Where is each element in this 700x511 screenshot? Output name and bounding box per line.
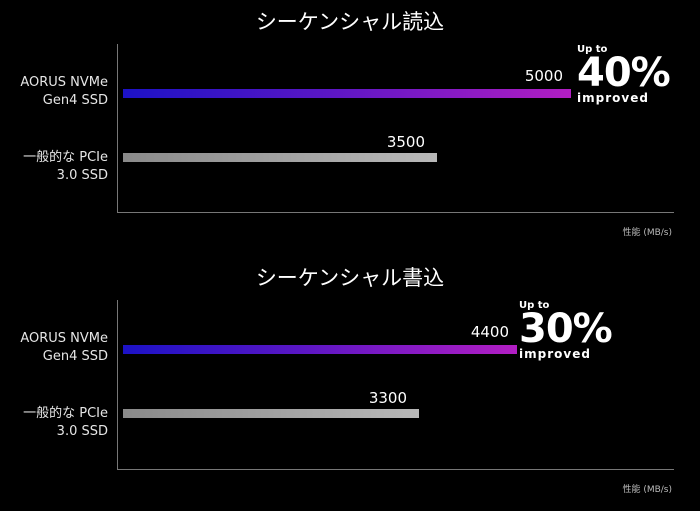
bar-pcie-write xyxy=(123,409,419,418)
value-label-aorus-read: 5000 xyxy=(524,67,563,85)
bar-pcie-read xyxy=(123,153,437,162)
x-axis-label-write: 性能 (MB/s) xyxy=(622,485,672,495)
value-label-pcie-write: 3300 xyxy=(368,389,407,407)
category-label-pcie-read: 一般的な PCIe 3.0 SSD xyxy=(23,150,108,183)
x-axis-read xyxy=(117,212,674,213)
callout-improved: improved xyxy=(577,91,649,105)
improvement-callout-write: Up to 30% improved xyxy=(519,300,613,361)
callout-up-to: Up to xyxy=(577,44,608,55)
callout-percent: 30% xyxy=(519,306,613,352)
x-axis-label-read: 性能 (MB/s) xyxy=(622,228,672,238)
chart-title-write: シーケンシャル書込 xyxy=(255,266,445,290)
x-axis-write xyxy=(117,469,674,470)
bar-aorus-read xyxy=(123,89,571,98)
chart-title-read: シーケンシャル読込 xyxy=(255,10,445,34)
improvement-callout-read: Up to 40% improved xyxy=(577,44,671,105)
callout-up-to: Up to xyxy=(519,300,550,311)
callout-percent: 40% xyxy=(577,50,671,96)
y-axis-write xyxy=(117,300,118,470)
value-label-aorus-write: 4400 xyxy=(470,323,509,341)
callout-improved: improved xyxy=(519,347,591,361)
bar-aorus-write xyxy=(123,345,517,354)
value-label-pcie-read: 3500 xyxy=(386,133,425,151)
category-label-aorus-write: AORUS NVMe Gen4 SSD xyxy=(20,331,108,364)
category-label-pcie-write: 一般的な PCIe 3.0 SSD xyxy=(23,406,108,439)
y-axis-read xyxy=(117,44,118,213)
category-label-aorus-read: AORUS NVMe Gen4 SSD xyxy=(20,75,108,108)
